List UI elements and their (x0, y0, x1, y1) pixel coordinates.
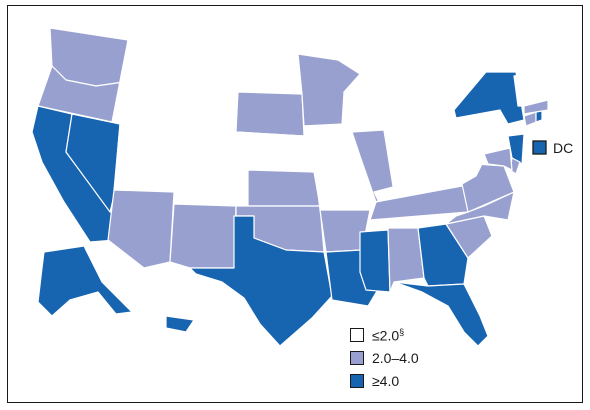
state-vt (513, 73, 525, 107)
legend-text-low: ≤2.0 (372, 327, 400, 344)
state-al (387, 227, 425, 293)
state-ne (235, 131, 315, 173)
legend-label-mid: 2.0–4.0 (372, 350, 419, 366)
state-nh (523, 61, 539, 105)
state-mi (385, 85, 429, 133)
state-ny (453, 71, 525, 125)
state-mn (297, 53, 361, 127)
state-layer (31, 19, 577, 347)
state-ma (523, 99, 549, 115)
legend-footnote-mark: § (399, 327, 405, 337)
map-frame: DC ≤2.0§ 2.0–4.0 ≥4.0 (7, 5, 583, 403)
state-fl (393, 281, 489, 347)
state-az (107, 189, 175, 269)
state-nm (169, 203, 237, 269)
legend-swatch-high (350, 374, 364, 388)
state-me (535, 19, 577, 95)
state-ks (247, 169, 321, 207)
dc-swatch (532, 140, 547, 155)
legend-label-low: ≤2.0§ (372, 327, 404, 344)
state-co (173, 155, 249, 207)
legend-item-mid: 2.0–4.0 (350, 350, 419, 366)
state-md (483, 147, 513, 171)
state-nd (237, 51, 303, 95)
state-ms (359, 229, 391, 293)
state-mo (313, 155, 375, 211)
legend-swatch-mid (350, 351, 364, 365)
state-sd (235, 91, 305, 137)
state-wv (453, 149, 485, 185)
legend-swatch-low (350, 328, 364, 343)
dc-label: DC (553, 140, 573, 156)
us-state-map: DC (31, 19, 577, 347)
state-wy (163, 97, 239, 157)
state-mt (135, 41, 241, 103)
legend-label-high: ≥4.0 (372, 373, 400, 389)
state-ak (37, 245, 133, 317)
legend-item-low: ≤2.0§ (350, 327, 404, 344)
state-hi (165, 315, 195, 333)
state-tx (189, 215, 333, 347)
legend-item-high: ≥4.0 (350, 373, 399, 389)
